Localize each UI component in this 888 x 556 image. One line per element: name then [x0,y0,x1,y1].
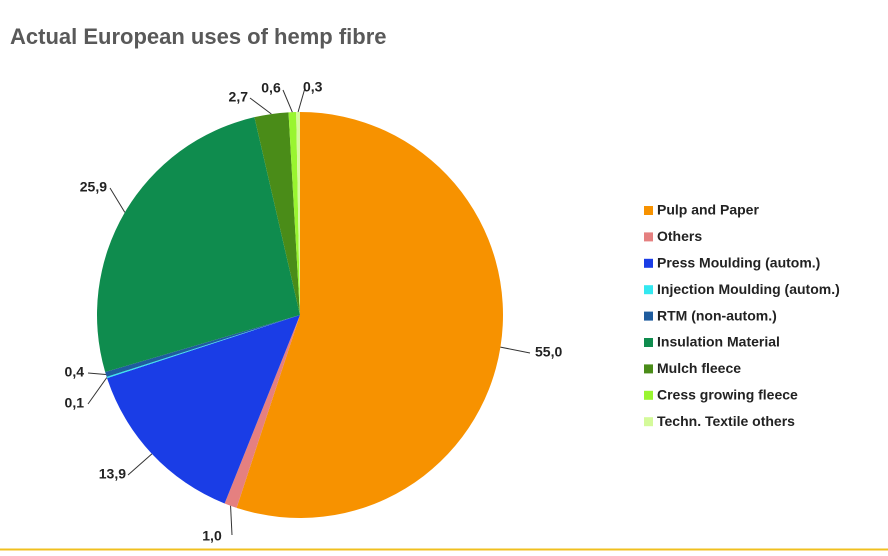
data-label: 1,0 [202,528,222,544]
legend-label: Press Moulding (autom.) [657,255,820,271]
pie-slice [105,315,300,377]
pie-slice [224,315,300,508]
data-label: 2,7 [229,89,249,105]
legend-label: Pulp and Paper [657,202,759,218]
pie-slice [96,117,300,372]
leader-line [230,505,233,536]
legend-swatch [644,311,653,321]
legend-label: Injection Moulding (autom.) [657,281,840,297]
data-label: 0,3 [303,79,323,95]
legend-label: RTM (non-autom.) [657,307,777,323]
leader-line [249,97,272,115]
leader-line [87,377,108,405]
legend-label: Cress growing fleece [657,387,798,403]
data-label: 25,9 [80,179,107,195]
legend-swatch [644,390,653,400]
legend-swatch [644,232,653,242]
legend-swatch [644,338,653,347]
pie-slice [254,112,300,315]
leader-line [87,372,106,375]
legend-swatch [644,206,653,215]
pie-slice [296,112,300,315]
chart-title: Actual European uses of hemp fibre [10,24,387,49]
leader-line [297,87,306,113]
pie-slice [107,315,300,504]
data-label: 13,9 [99,466,126,482]
legend-label: Techn. Textile others [657,413,795,429]
pie-slice [288,112,300,315]
legend-swatch [644,364,653,374]
data-label: 55,0 [535,344,562,360]
legend-label: Mulch fleece [657,360,741,376]
data-label: 0,1 [65,395,85,411]
data-label: 0,4 [65,364,85,380]
legend-swatch [644,285,653,295]
leader-line [500,346,531,354]
legend-swatch [644,417,653,427]
pie-slice [236,112,504,518]
data-label: 0,6 [261,80,281,96]
legend-swatch [644,258,653,268]
leader-line [109,187,126,213]
legend-label: Insulation Material [657,334,780,350]
pie-slice [106,315,300,379]
leader-line [282,89,293,113]
legend-label: Others [657,228,702,244]
leader-line [127,453,153,476]
